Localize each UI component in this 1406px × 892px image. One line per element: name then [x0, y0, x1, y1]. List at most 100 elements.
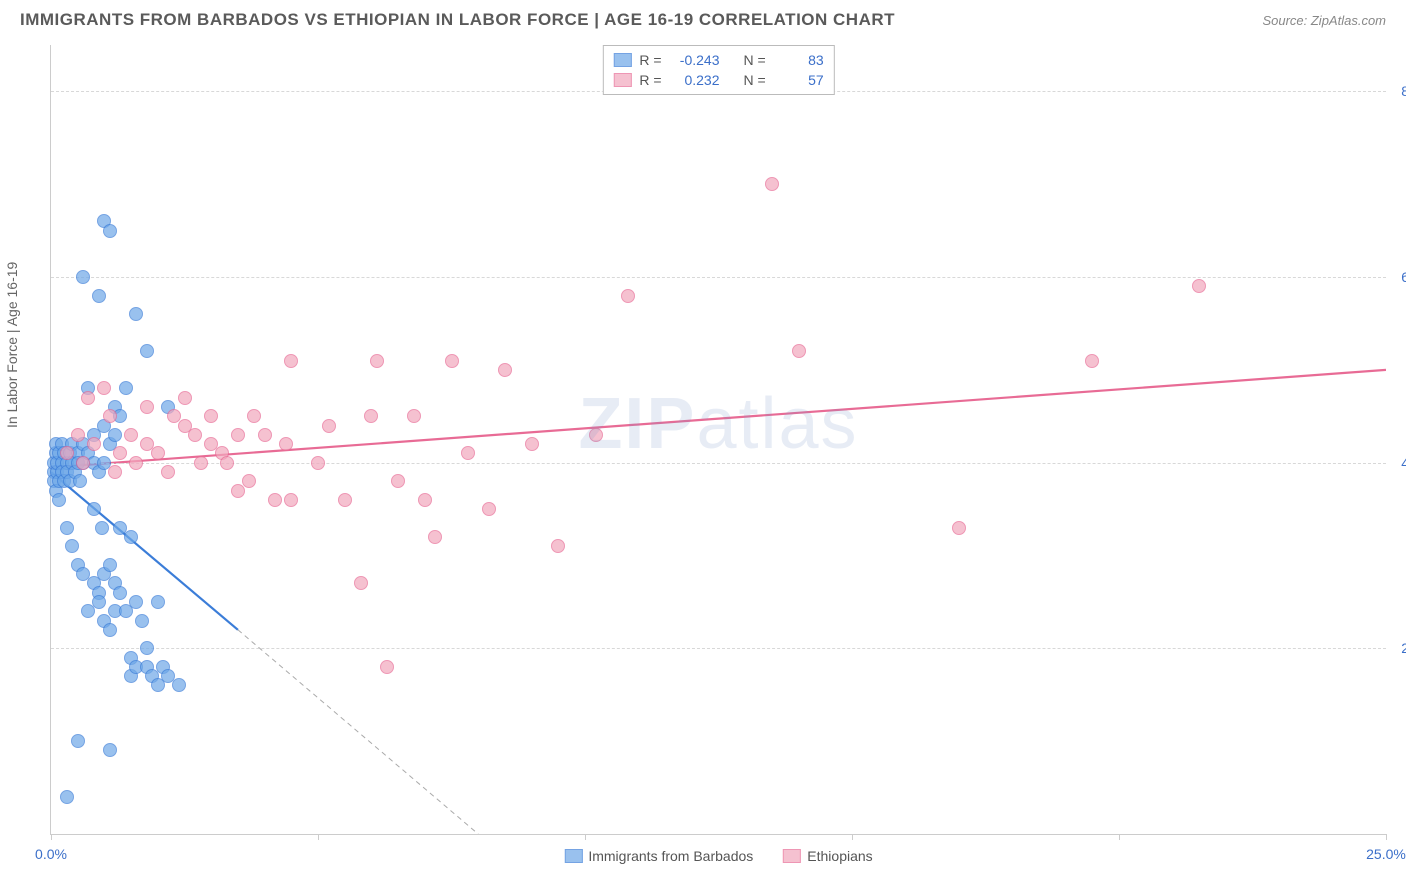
data-point: [87, 437, 101, 451]
watermark: ZIPatlas: [578, 383, 858, 465]
legend-swatch-icon: [613, 73, 631, 87]
data-point: [1192, 279, 1206, 293]
data-point: [525, 437, 539, 451]
data-point: [231, 428, 245, 442]
data-point: [765, 177, 779, 191]
r-value: -0.243: [670, 52, 720, 68]
data-point: [113, 586, 127, 600]
data-point: [92, 289, 106, 303]
data-point: [103, 558, 117, 572]
data-point: [428, 530, 442, 544]
data-point: [140, 344, 154, 358]
data-point: [161, 465, 175, 479]
data-point: [124, 530, 138, 544]
legend-swatch-icon: [564, 849, 582, 863]
legend-swatch-icon: [783, 849, 801, 863]
legend-stats: R = -0.243 N = 83 R = 0.232 N = 57: [602, 45, 834, 95]
gridline: [51, 648, 1386, 649]
data-point: [242, 474, 256, 488]
r-label: R =: [639, 72, 661, 88]
r-label: R =: [639, 52, 661, 68]
data-point: [76, 456, 90, 470]
n-label: N =: [744, 72, 766, 88]
y-tick-label: 40.0%: [1401, 455, 1406, 471]
data-point: [60, 446, 74, 460]
legend-stats-row: R = -0.243 N = 83: [613, 50, 823, 70]
gridline: [51, 463, 1386, 464]
data-point: [461, 446, 475, 460]
data-point: [589, 428, 603, 442]
data-point: [124, 428, 138, 442]
data-point: [194, 456, 208, 470]
y-tick-label: 80.0%: [1401, 83, 1406, 99]
data-point: [551, 539, 565, 553]
data-point: [445, 354, 459, 368]
data-point: [279, 437, 293, 451]
correlation-chart: ZIPatlas R = -0.243 N = 83 R = 0.232 N =…: [50, 45, 1386, 835]
legend-item-label: Immigrants from Barbados: [588, 848, 753, 864]
legend-swatch-icon: [613, 53, 631, 67]
y-tick-label: 20.0%: [1401, 640, 1406, 656]
n-value: 83: [774, 52, 824, 68]
data-point: [103, 623, 117, 637]
x-tick: [852, 834, 853, 840]
data-point: [418, 493, 432, 507]
x-tick: [318, 834, 319, 840]
data-point: [108, 428, 122, 442]
data-point: [354, 576, 368, 590]
x-tick: [1119, 834, 1120, 840]
data-point: [188, 428, 202, 442]
data-point: [364, 409, 378, 423]
data-point: [407, 409, 421, 423]
legend-stats-row: R = 0.232 N = 57: [613, 70, 823, 90]
data-point: [52, 493, 66, 507]
data-point: [65, 539, 79, 553]
data-point: [311, 456, 325, 470]
source-attribution: Source: ZipAtlas.com: [1262, 13, 1386, 28]
data-point: [151, 446, 165, 460]
data-point: [103, 224, 117, 238]
data-point: [621, 289, 635, 303]
data-point: [71, 734, 85, 748]
x-tick: [585, 834, 586, 840]
data-point: [92, 595, 106, 609]
page-title: IMMIGRANTS FROM BARBADOS VS ETHIOPIAN IN…: [20, 10, 895, 30]
x-tick-label: 0.0%: [35, 846, 67, 862]
data-point: [322, 419, 336, 433]
data-point: [73, 474, 87, 488]
legend-item: Ethiopians: [783, 848, 872, 864]
data-point: [129, 456, 143, 470]
data-point: [247, 409, 261, 423]
data-point: [178, 391, 192, 405]
data-point: [391, 474, 405, 488]
data-point: [108, 465, 122, 479]
data-point: [204, 409, 218, 423]
data-point: [87, 502, 101, 516]
data-point: [792, 344, 806, 358]
legend-item: Immigrants from Barbados: [564, 848, 753, 864]
data-point: [1085, 354, 1099, 368]
data-point: [338, 493, 352, 507]
data-point: [113, 446, 127, 460]
n-value: 57: [774, 72, 824, 88]
data-point: [258, 428, 272, 442]
data-point: [129, 595, 143, 609]
data-point: [482, 502, 496, 516]
data-point: [135, 614, 149, 628]
data-point: [284, 354, 298, 368]
data-point: [103, 743, 117, 757]
data-point: [129, 307, 143, 321]
data-point: [119, 381, 133, 395]
data-point: [498, 363, 512, 377]
r-value: 0.232: [670, 72, 720, 88]
data-point: [284, 493, 298, 507]
x-tick: [1386, 834, 1387, 840]
gridline: [51, 277, 1386, 278]
data-point: [97, 381, 111, 395]
data-point: [60, 790, 74, 804]
trend-lines: [51, 45, 1386, 834]
data-point: [76, 270, 90, 284]
data-point: [172, 678, 186, 692]
data-point: [151, 595, 165, 609]
data-point: [220, 456, 234, 470]
